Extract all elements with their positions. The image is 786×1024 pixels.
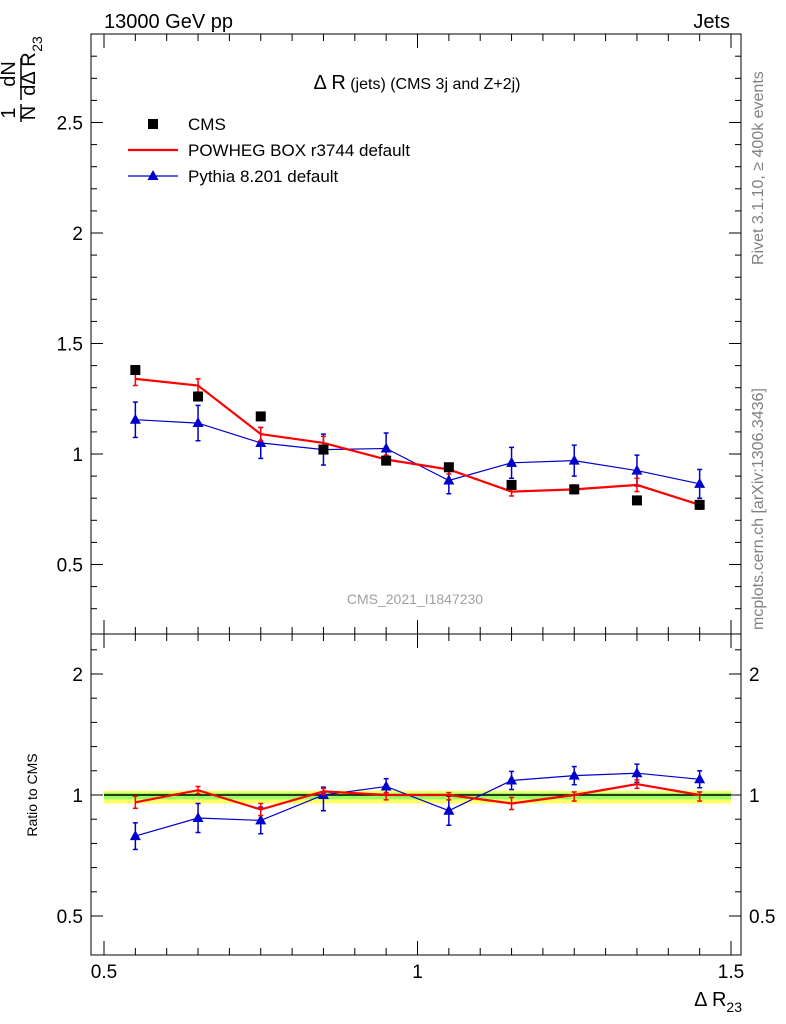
- y-label-num-1: 1: [0, 107, 20, 118]
- ratio-y-tick-label-right: 2: [749, 665, 760, 686]
- plot-title-sub: (jets) (CMS 3j and Z+2j): [346, 76, 521, 93]
- pythia-ratio-point: [631, 767, 643, 778]
- cms-data-point: [443, 462, 454, 473]
- main-y-tick-label: 1: [72, 445, 83, 466]
- pythia-main-point: [129, 413, 141, 424]
- legend-label: Pythia 8.201 default: [188, 167, 339, 186]
- cms-data-point: [694, 499, 705, 510]
- pythia-ratio-point: [192, 811, 204, 822]
- main-y-tick-label: 2.5: [57, 114, 83, 135]
- cms-data-point: [255, 411, 266, 422]
- cms-data-point: [193, 391, 204, 402]
- pythia-main-point: [631, 464, 643, 475]
- x-axis-label: Δ R23: [694, 989, 742, 1015]
- x-tick-label: 1: [412, 962, 423, 983]
- main-y-tick-label: 2: [72, 224, 83, 245]
- cms-data-point: [506, 479, 517, 490]
- rivet-version-label: Rivet 3.1.10, ≥ 400k events: [750, 71, 767, 265]
- pythia-main-point: [694, 477, 706, 488]
- ratio-y-tick-label-left: 1: [72, 786, 83, 807]
- legend-cms-marker: [148, 119, 158, 129]
- x-tick-label: 1.5: [718, 962, 744, 983]
- main-y-tick-label: 1.5: [57, 335, 83, 356]
- pythia-main-point: [192, 417, 204, 428]
- legend: CMS POWHEG BOX r3744 default Pythia 8.201 …: [128, 115, 410, 186]
- cms-data-point: [631, 495, 642, 506]
- pythia-main-point: [255, 436, 267, 447]
- pythia-ratio-point: [568, 769, 580, 780]
- plot-title: Δ R (jets) (CMS 3j and Z+2j): [314, 72, 521, 94]
- ratio-y-tick-label-left: 2: [72, 665, 83, 686]
- y-label-den-2: dΔ R: [18, 52, 40, 95]
- pythia-ratio-point: [443, 804, 455, 815]
- pythia-main-point: [568, 454, 580, 465]
- x-tick-label: 0.5: [91, 962, 117, 983]
- cms-data-point: [130, 365, 141, 376]
- pythia-ratio-point: [255, 814, 267, 825]
- pythia-ratio-point: [506, 774, 518, 785]
- pythia-ratio-point: [129, 830, 141, 841]
- pythia-main-point: [380, 442, 392, 453]
- cms-data-point: [318, 444, 329, 455]
- pythia-main-line: [135, 419, 700, 485]
- plot-title-main: Δ R: [314, 72, 346, 94]
- x-label-main: Δ R: [694, 989, 726, 1011]
- header-process: Jets: [693, 11, 730, 33]
- legend-pythia-marker: [147, 170, 159, 180]
- analysis-watermark: CMS_2021_I1847230: [347, 591, 483, 607]
- legend-label: POWHEG BOX r3744 default: [188, 141, 410, 160]
- y-label-den-1: N: [18, 106, 40, 120]
- ratio-y-tick-label-right: 1: [749, 786, 760, 807]
- pythia-ratio-point: [694, 773, 706, 784]
- ratio-y-tick-label-left: 0.5: [57, 907, 83, 928]
- y-label-num-2: dN: [0, 61, 20, 87]
- pythia-ratio-line: [135, 772, 700, 837]
- powheg-ratio-line: [135, 782, 700, 811]
- pythia-main-point: [506, 456, 518, 467]
- main-y-tick-label: 0.5: [57, 556, 83, 577]
- pythia-ratio-point: [380, 780, 392, 791]
- mcplots-label: mcplots.cern.ch [arXiv:1306.3436]: [750, 388, 767, 630]
- cms-data-point: [569, 484, 580, 495]
- powheg-main-line: [135, 377, 700, 506]
- pythia-main-point: [443, 474, 455, 485]
- legend-label: CMS: [188, 115, 226, 134]
- header-energy: 13000 GeV pp: [104, 11, 233, 33]
- y-label-den-sub: 23: [29, 36, 45, 52]
- cms-data-point: [381, 455, 392, 466]
- ratio-y-axis-label: Ratio to CMS: [24, 753, 40, 836]
- x-label-sub: 23: [726, 999, 742, 1015]
- ratio-y-tick-label-right: 0.5: [749, 907, 775, 928]
